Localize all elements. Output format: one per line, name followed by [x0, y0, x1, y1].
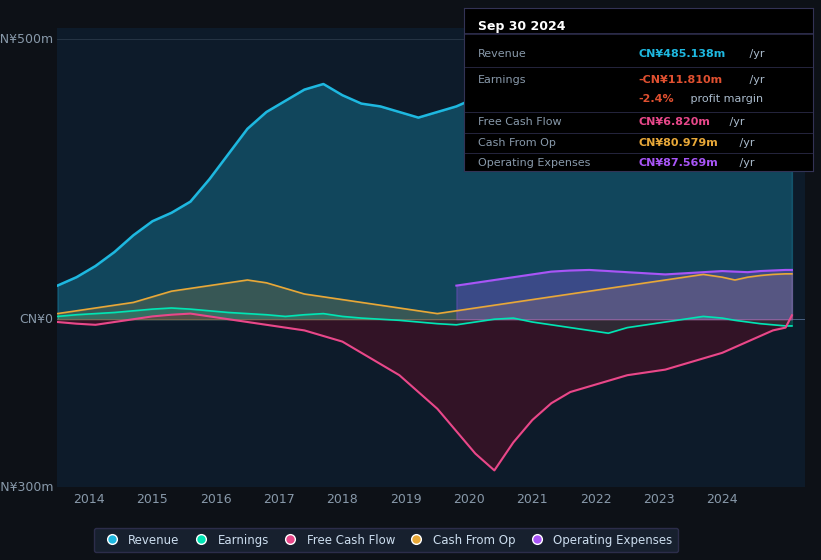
- Text: CN¥80.979m: CN¥80.979m: [639, 138, 718, 148]
- Text: Revenue: Revenue: [478, 49, 526, 59]
- Text: Operating Expenses: Operating Expenses: [478, 158, 590, 167]
- Text: /yr: /yr: [736, 158, 754, 167]
- Text: -2.4%: -2.4%: [639, 94, 674, 104]
- Text: -CN¥300m: -CN¥300m: [0, 480, 53, 494]
- Text: Cash From Op: Cash From Op: [478, 138, 556, 148]
- Text: CN¥0: CN¥0: [20, 312, 53, 326]
- Text: CN¥485.138m: CN¥485.138m: [639, 49, 726, 59]
- Text: Earnings: Earnings: [478, 75, 526, 85]
- Text: /yr: /yr: [745, 49, 764, 59]
- Text: /yr: /yr: [745, 75, 764, 85]
- Text: /yr: /yr: [736, 138, 754, 148]
- Text: -CN¥11.810m: -CN¥11.810m: [639, 75, 722, 85]
- Text: Sep 30 2024: Sep 30 2024: [478, 20, 566, 33]
- Text: /yr: /yr: [727, 117, 745, 127]
- Text: Free Cash Flow: Free Cash Flow: [478, 117, 562, 127]
- Text: CN¥6.820m: CN¥6.820m: [639, 117, 710, 127]
- Text: CN¥500m: CN¥500m: [0, 32, 53, 46]
- Text: profit margin: profit margin: [687, 94, 764, 104]
- Text: CN¥87.569m: CN¥87.569m: [639, 158, 718, 167]
- Legend: Revenue, Earnings, Free Cash Flow, Cash From Op, Operating Expenses: Revenue, Earnings, Free Cash Flow, Cash …: [94, 528, 678, 553]
